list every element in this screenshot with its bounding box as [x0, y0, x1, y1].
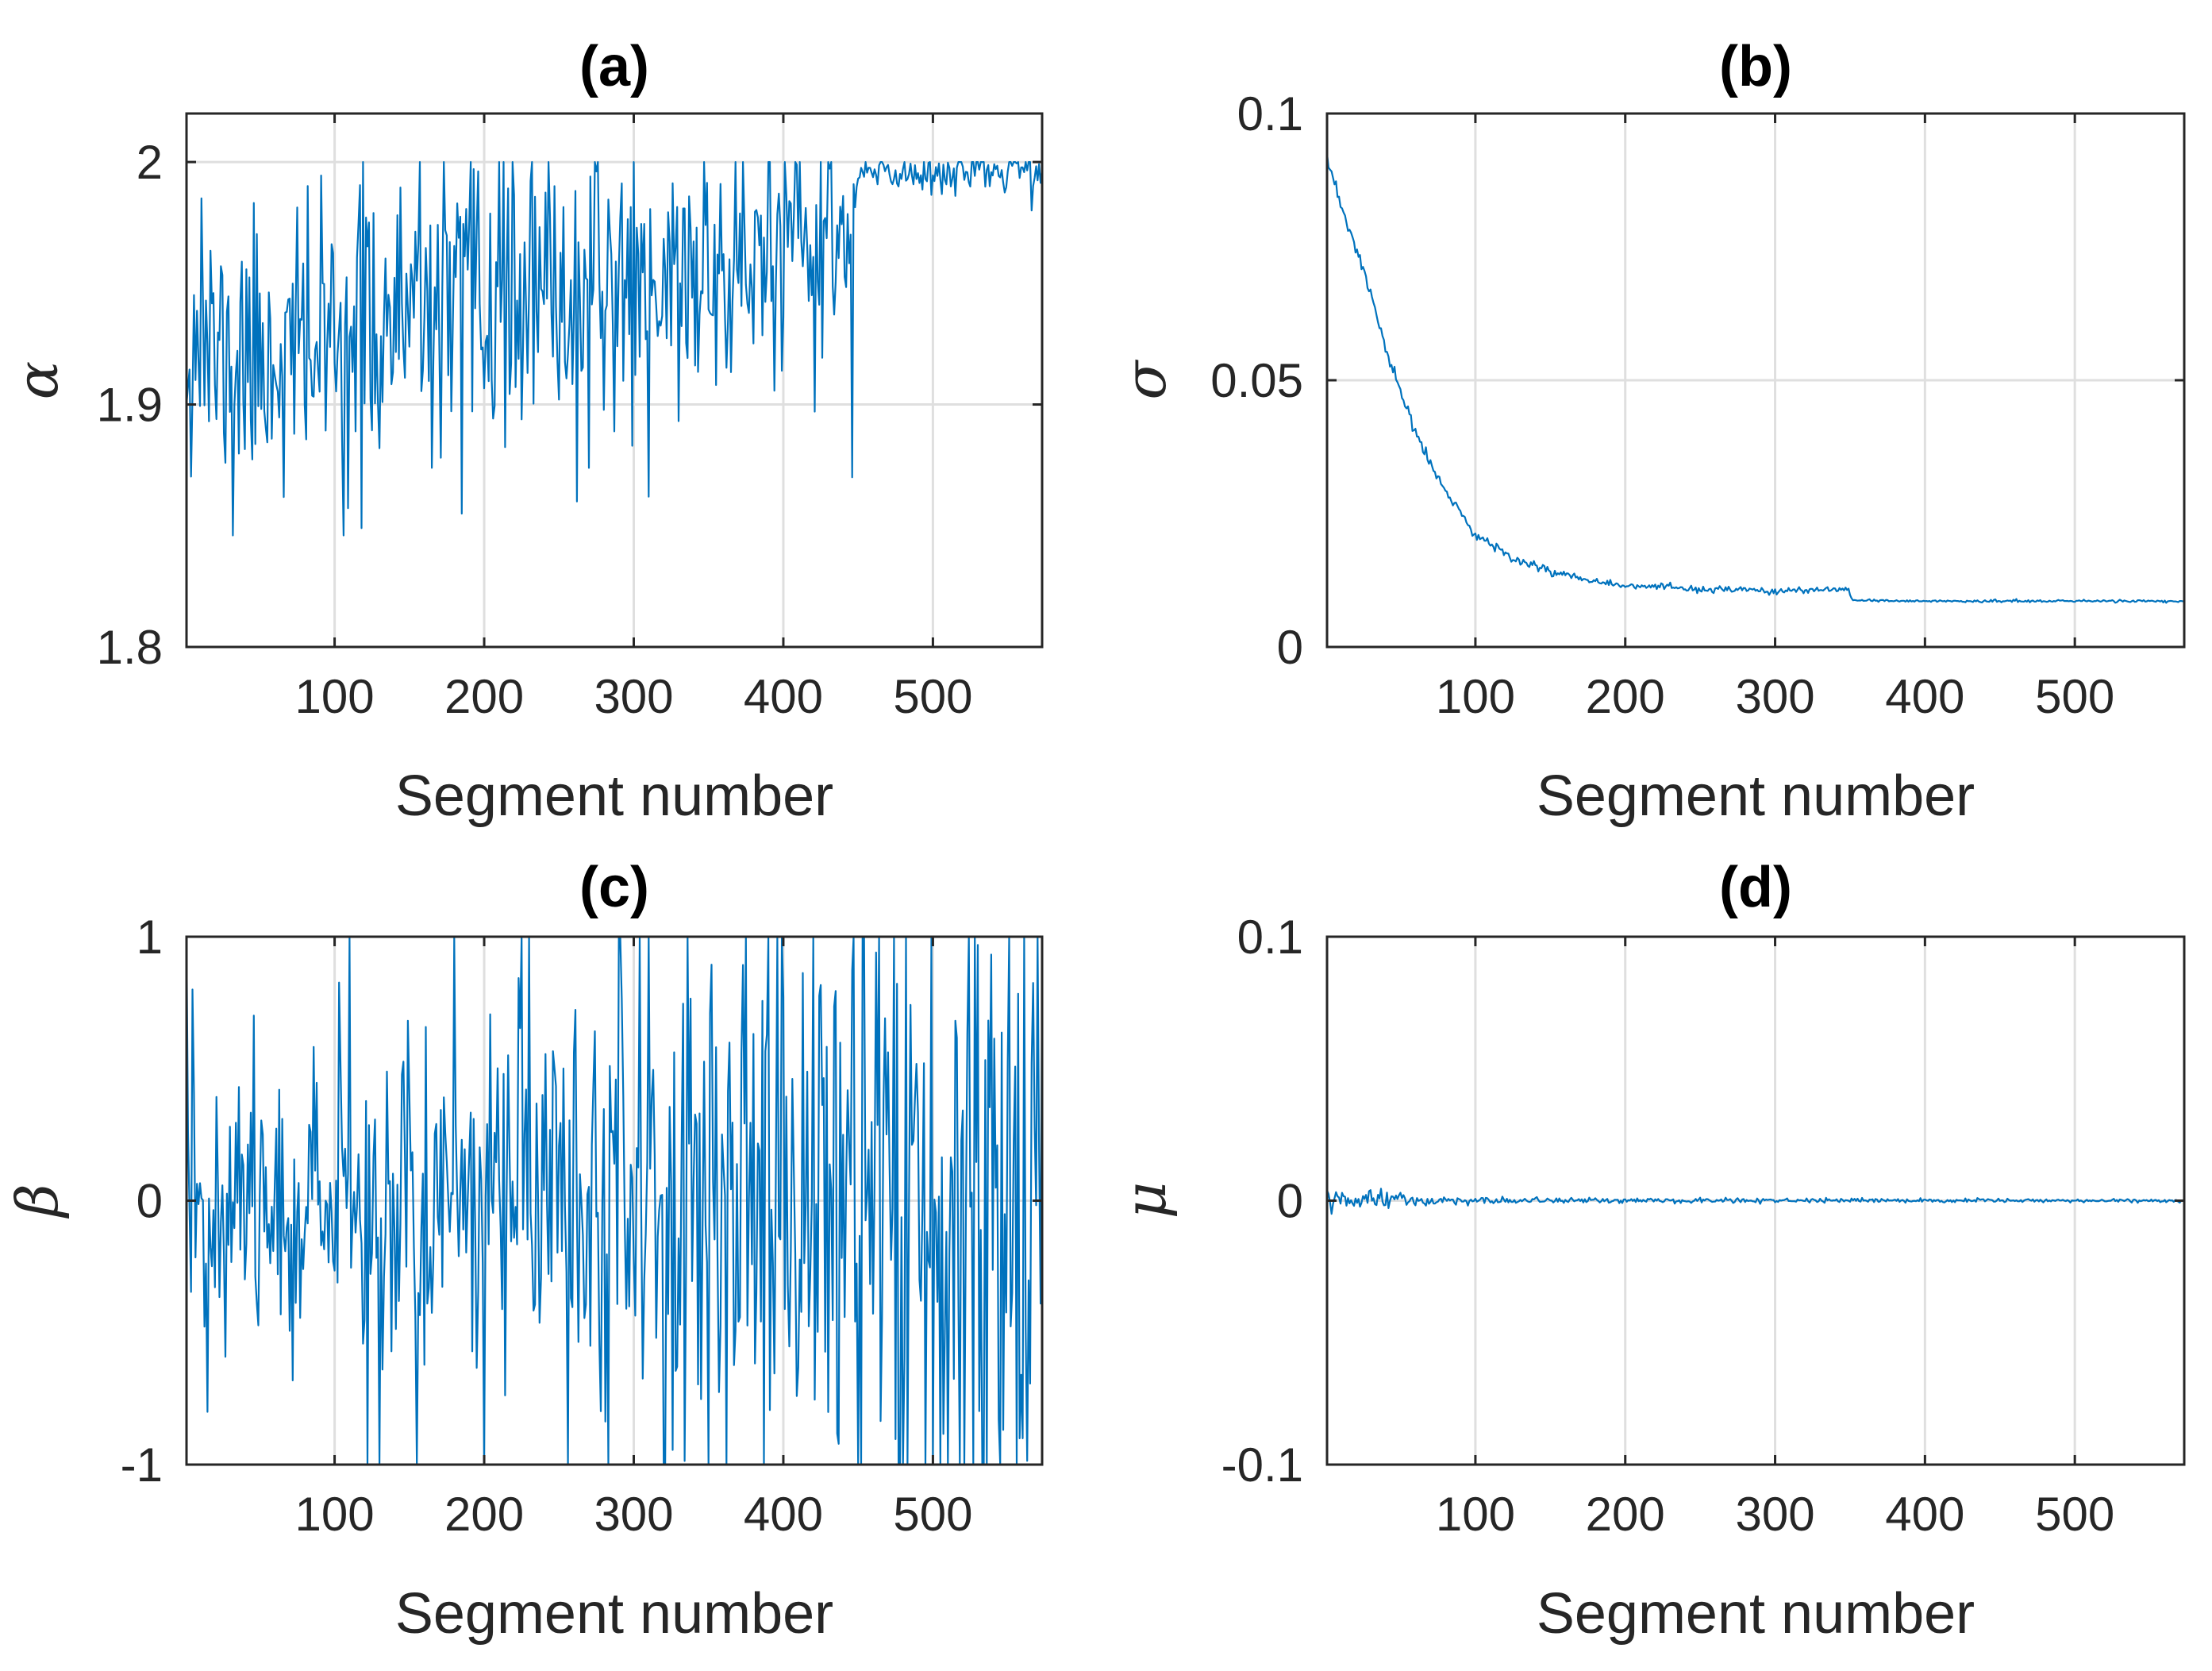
panel-d-ytick-label-1: 0 [1277, 1175, 1303, 1228]
panel-c-xtick-label-200: 200 [444, 1488, 524, 1541]
panel-b-ytick-label-0: 0 [1277, 621, 1303, 674]
panel-a-title: (a) [579, 35, 649, 98]
panel-a-xtick-label-100: 100 [295, 670, 375, 723]
panel-a-ticks: 100 200 300 400 500 1.8 1.9 2 [97, 114, 1042, 723]
panel-d-xlabel: Segment number [1537, 1582, 1975, 1646]
panel-d-series-mu [1325, 1188, 2185, 1215]
panel-c: 100 200 300 400 500 -1 0 1 (c) Segment number β [4, 856, 1044, 1646]
panel-b-xtick-label-500: 500 [2035, 670, 2114, 723]
panel-c-ytick-label-1: 0 [137, 1175, 163, 1228]
panel-a-ylabel: α [4, 361, 71, 400]
panel-c-xtick-label-400: 400 [744, 1488, 823, 1541]
panel-c-xtick-label-300: 300 [594, 1488, 673, 1541]
panel-b-ytick-label-2: 0.1 [1237, 87, 1303, 141]
panel-d-xtick-label-200: 200 [1586, 1488, 1665, 1541]
panel-a-xtick-label-500: 500 [893, 670, 972, 723]
panel-d-ytick-label-2: 0.1 [1237, 911, 1303, 964]
panel-d-ytick-label-0: -0.1 [1221, 1438, 1303, 1492]
panel-b-xtick-label-100: 100 [1436, 670, 1515, 723]
panel-d-title: (d) [1719, 856, 1792, 919]
panel-d-xtick-label-400: 400 [1885, 1488, 1964, 1541]
panel-c-ytick-label-2: 1 [137, 911, 163, 964]
panel-a-axes-box [185, 112, 1044, 649]
panel-a-xtick-label-300: 300 [594, 670, 673, 723]
panel-d-ylabel: μ [1112, 1182, 1179, 1219]
panel-d-xtick-label-500: 500 [2035, 1488, 2114, 1541]
panel-c-grid [187, 935, 1042, 1466]
panel-b-grid [1327, 112, 2184, 649]
panel-d-xtick-label-100: 100 [1436, 1488, 1515, 1541]
panel-a-series-alpha [185, 161, 1044, 537]
panel-d-ticks: 100 200 300 400 500 -0.1 0 0.1 [1221, 911, 2184, 1541]
panel-b-title: (b) [1719, 35, 1792, 98]
panel-c-ytick-label-0: -1 [121, 1438, 163, 1492]
panel-a-ytick-label-2: 2 [137, 136, 163, 189]
panel-d-xtick-label-300: 300 [1735, 1488, 1814, 1541]
panel-d: 100 200 300 400 500 -0.1 0 0.1 (d) Segment numb… [1112, 856, 2186, 1646]
panel-a-series [185, 161, 1044, 537]
panel-b-xtick-label-200: 200 [1586, 670, 1665, 723]
panel-c-ticks: 100 200 300 400 500 -1 0 1 [121, 911, 1042, 1541]
panel-b-xtick-label-300: 300 [1735, 670, 1814, 723]
panel-b-ytick-label-1: 0.05 [1210, 354, 1303, 407]
panel-c-xtick-label-500: 500 [893, 1488, 972, 1541]
panel-a-ytick-label-0: 1.8 [97, 621, 163, 674]
panel-d-series [1325, 1188, 2185, 1215]
panel-b-series [1325, 153, 2185, 604]
panel-b-xlabel: Segment number [1537, 764, 1975, 828]
panel-c-title: (c) [579, 856, 649, 919]
panel-b-series-sigma [1325, 153, 2185, 604]
panel-a-xtick-label-400: 400 [744, 670, 823, 723]
panel-b: 100 200 300 400 500 0 0.05 0.1 (b) Segment numb… [1112, 35, 2186, 828]
panel-b-ticks: 100 200 300 400 500 0 0.05 0.1 [1210, 87, 2184, 723]
panel-c-xlabel: Segment number [395, 1582, 833, 1646]
panel-a-xtick-label-200: 200 [444, 670, 524, 723]
panel-b-ylabel: σ [1112, 360, 1179, 400]
panel-a-xlabel: Segment number [395, 764, 833, 828]
panel-a: 100 200 300 400 500 1.8 1.9 2 (a) Segment numbe… [4, 35, 1044, 828]
panel-c-ylabel: β [4, 1184, 71, 1219]
panel-a-ytick-label-1: 1.9 [97, 379, 163, 432]
panel-c-xtick-label-100: 100 [295, 1488, 375, 1541]
panel-b-xtick-label-400: 400 [1885, 670, 1964, 723]
